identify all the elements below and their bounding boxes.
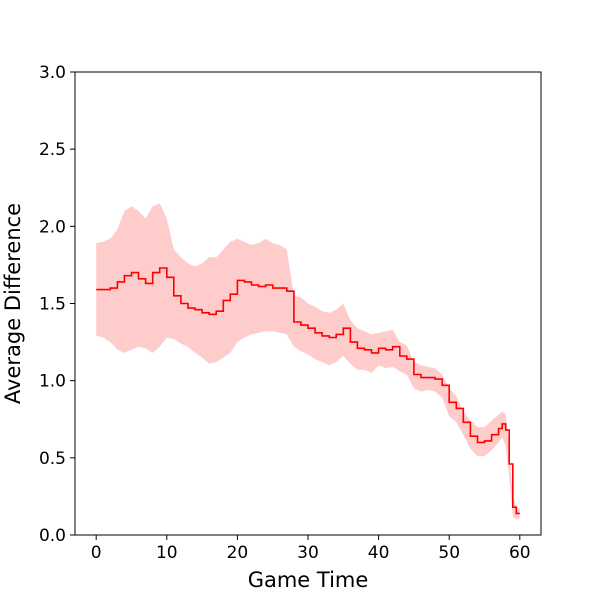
y-axis-label: Average Difference xyxy=(1,203,25,404)
plot-area xyxy=(96,203,520,520)
y-tick-label: 2.0 xyxy=(39,217,66,237)
x-tick-label: 10 xyxy=(156,543,178,563)
x-tick-label: 60 xyxy=(509,543,531,563)
y-tick-label: 1.0 xyxy=(39,372,66,392)
y-axis-ticks: 0.0 0.5 1.0 1.5 2.0 2.5 3.0 xyxy=(39,63,75,546)
y-tick-label: 1.5 xyxy=(39,295,66,315)
x-tick-label: 30 xyxy=(297,543,319,563)
x-tick-label: 20 xyxy=(227,543,249,563)
y-tick-label: 3.0 xyxy=(39,63,66,83)
y-tick-label: 0.0 xyxy=(39,526,66,546)
y-tick-label: 2.5 xyxy=(39,140,66,160)
x-axis-label: Game Time xyxy=(248,568,369,592)
confidence-band xyxy=(96,203,520,520)
series-line xyxy=(96,267,520,515)
x-tick-label: 0 xyxy=(91,543,102,563)
x-tick-label: 50 xyxy=(438,543,460,563)
axes-frame xyxy=(74,71,542,536)
x-axis-ticks: 0 10 20 30 40 50 60 xyxy=(91,535,531,563)
x-tick-label: 40 xyxy=(368,543,390,563)
y-tick-label: 0.5 xyxy=(39,449,66,469)
